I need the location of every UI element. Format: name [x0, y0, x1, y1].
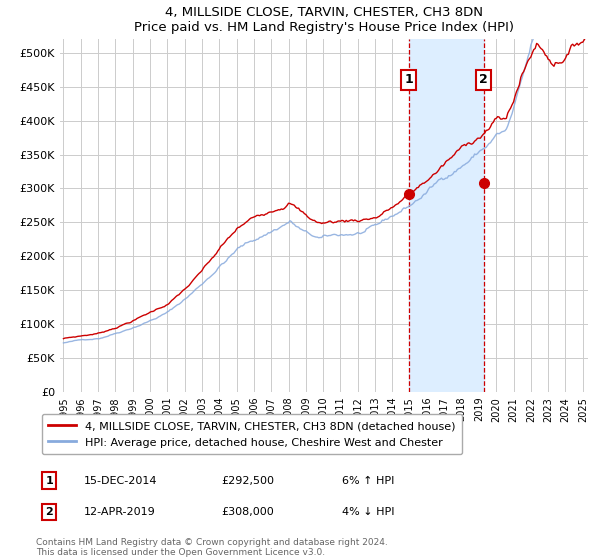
- Text: 15-DEC-2014: 15-DEC-2014: [83, 476, 157, 486]
- Text: £292,500: £292,500: [221, 476, 274, 486]
- Text: 12-APR-2019: 12-APR-2019: [83, 507, 155, 517]
- Text: 2: 2: [46, 507, 53, 517]
- Text: 2: 2: [479, 73, 488, 86]
- Title: 4, MILLSIDE CLOSE, TARVIN, CHESTER, CH3 8DN
Price paid vs. HM Land Registry's Ho: 4, MILLSIDE CLOSE, TARVIN, CHESTER, CH3 …: [134, 6, 514, 34]
- Text: 1: 1: [404, 73, 413, 86]
- Text: 4% ↓ HPI: 4% ↓ HPI: [342, 507, 395, 517]
- Legend: 4, MILLSIDE CLOSE, TARVIN, CHESTER, CH3 8DN (detached house), HPI: Average price: 4, MILLSIDE CLOSE, TARVIN, CHESTER, CH3 …: [41, 414, 462, 454]
- Text: £308,000: £308,000: [221, 507, 274, 517]
- Text: Contains HM Land Registry data © Crown copyright and database right 2024.
This d: Contains HM Land Registry data © Crown c…: [36, 538, 388, 557]
- Text: 1: 1: [46, 476, 53, 486]
- Bar: [409, 39, 484, 392]
- Text: 6% ↑ HPI: 6% ↑ HPI: [342, 476, 395, 486]
